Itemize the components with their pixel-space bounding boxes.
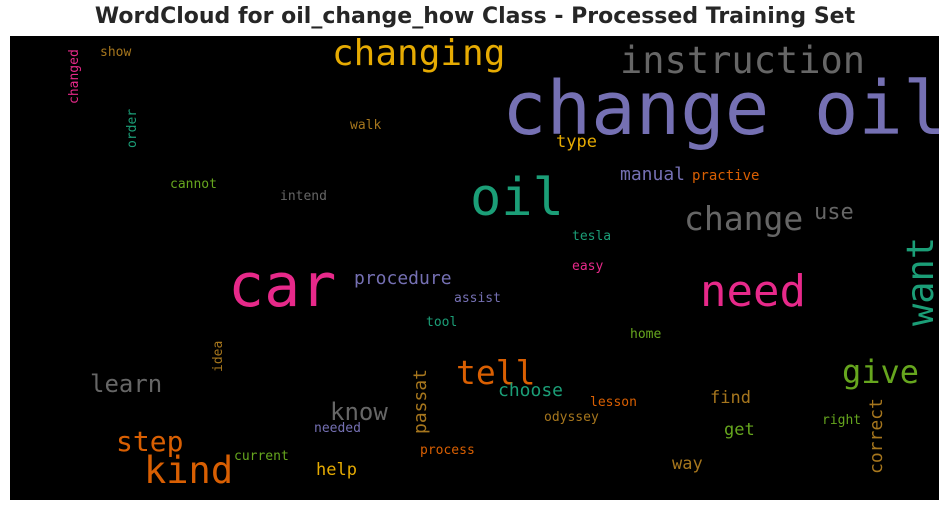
word-get: get xyxy=(724,420,755,440)
word-idea: idea xyxy=(211,340,226,372)
word-want: want xyxy=(899,236,939,326)
word-step: step xyxy=(116,425,184,458)
word-order: order xyxy=(125,108,140,148)
word-car: car xyxy=(228,251,337,321)
word-passat: passat xyxy=(410,368,431,434)
word-needed: needed xyxy=(314,421,361,436)
word-kind: kind xyxy=(144,449,234,492)
word-instruction: instruction xyxy=(620,39,866,82)
word-tool: tool xyxy=(426,315,458,330)
word-lesson: lesson xyxy=(590,395,637,410)
word-show: show xyxy=(100,45,132,60)
word-home: home xyxy=(630,327,662,342)
word-current: current xyxy=(234,449,289,464)
word-know: know xyxy=(330,398,388,426)
word-tell: tell xyxy=(456,353,536,392)
word-correct: correct xyxy=(866,398,887,474)
word-manual: manual xyxy=(620,164,686,185)
word-cloud: change oil car oil changing instruction … xyxy=(10,36,939,500)
word-help: help xyxy=(316,460,357,480)
word-tesla: tesla xyxy=(572,229,612,244)
word-process: process xyxy=(420,443,475,458)
word-odyssey: odyssey xyxy=(544,410,599,425)
word-practive: practive xyxy=(692,168,760,184)
word-change-oil: change oil xyxy=(502,66,939,152)
word-learn: learn xyxy=(90,370,163,398)
word-need: need xyxy=(700,266,806,317)
word-easy: easy xyxy=(572,259,604,274)
word-changing: changing xyxy=(332,36,506,74)
word-way: way xyxy=(672,454,703,474)
word-use: use xyxy=(814,200,854,225)
word-oil: oil xyxy=(470,168,564,228)
word-assist: assist xyxy=(454,291,501,306)
word-choose: choose xyxy=(498,380,564,401)
word-procedure: procedure xyxy=(354,268,452,289)
word-changed: changed xyxy=(67,49,82,104)
word-type: type xyxy=(556,132,597,152)
chart-title: WordCloud for oil_change_how Class - Pro… xyxy=(94,4,856,29)
word-walk: walk xyxy=(350,118,382,133)
word-right: right xyxy=(822,413,862,428)
word-find: find xyxy=(710,388,751,408)
word-intend: intend xyxy=(280,189,327,204)
word-change: change xyxy=(684,199,804,238)
word-cannot: cannot xyxy=(170,177,217,192)
word-give: give xyxy=(842,353,920,391)
